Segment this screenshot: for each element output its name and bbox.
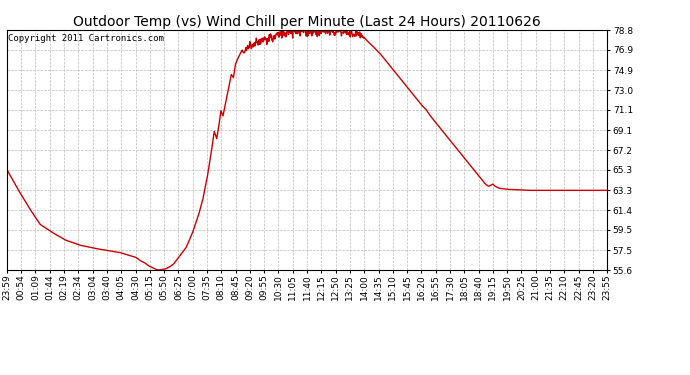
Title: Outdoor Temp (vs) Wind Chill per Minute (Last 24 Hours) 20110626: Outdoor Temp (vs) Wind Chill per Minute … <box>73 15 541 29</box>
Text: Copyright 2011 Cartronics.com: Copyright 2011 Cartronics.com <box>8 34 164 43</box>
